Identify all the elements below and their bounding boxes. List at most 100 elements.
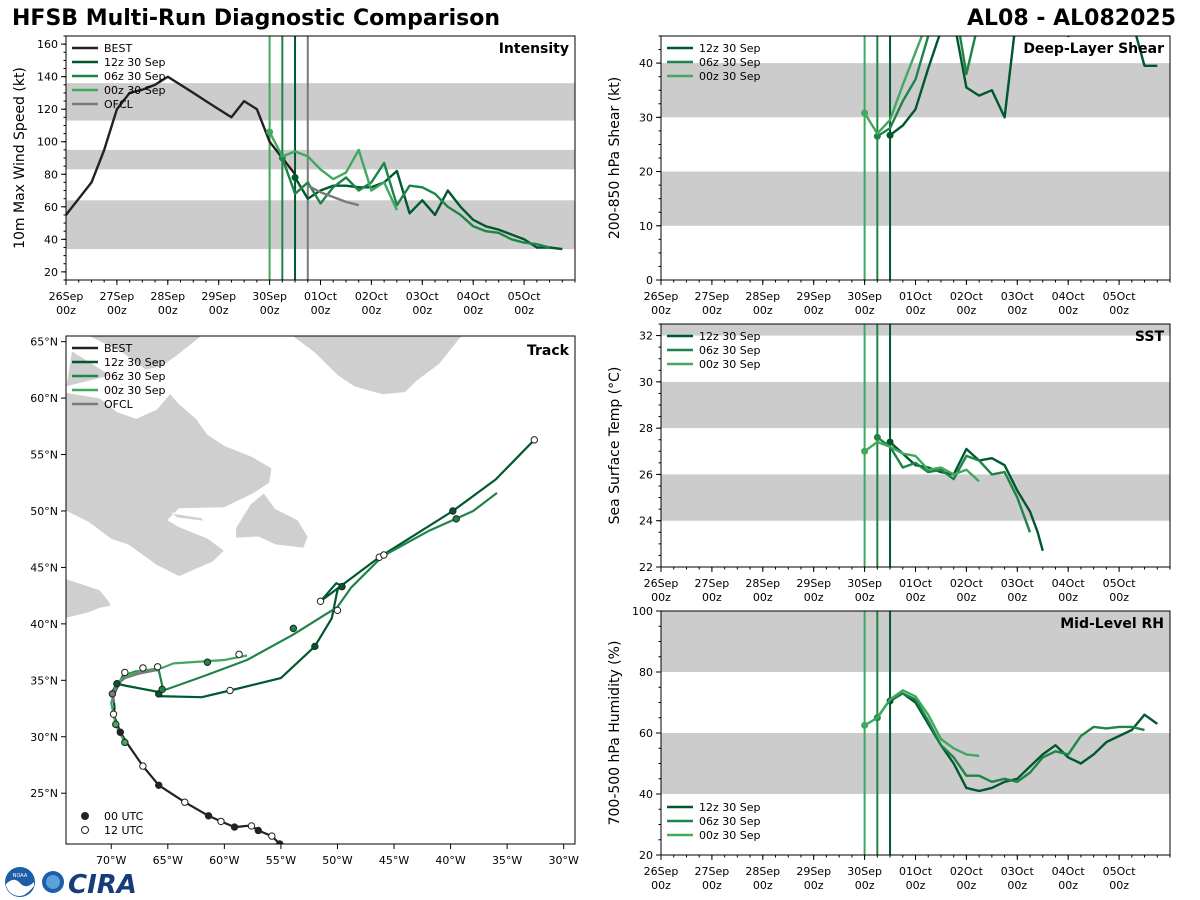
track-marker-best	[268, 832, 276, 840]
x-tick-label: 00z	[957, 591, 977, 604]
track-marker-run00	[121, 738, 129, 747]
y-axis-label: 700-500 hPa Humidity (%)	[607, 641, 623, 826]
init-point-run06	[873, 132, 881, 140]
init-point-run12	[886, 438, 894, 446]
lat-tick-label: 25°N	[30, 787, 58, 800]
lon-tick-label: 50°W	[322, 854, 352, 867]
y-tick-label: 28	[639, 422, 653, 435]
track-marker-best	[181, 798, 189, 806]
legend-label: 00z 30 Sep	[104, 384, 166, 397]
y-axis-label: 200-850 hPa Shear (kt)	[607, 77, 623, 239]
x-tick-label: 04Oct	[457, 290, 491, 303]
init-point-run12	[886, 131, 894, 139]
y-tick-label: 160	[37, 38, 58, 51]
x-tick-label: 26Sep	[644, 865, 679, 878]
x-tick-label: 05Oct	[1103, 577, 1137, 590]
track-marker-run06	[203, 658, 212, 666]
x-tick-label: 00z	[906, 304, 926, 317]
x-tick-label: 00z	[702, 591, 722, 604]
lon-tick-label: 35°W	[492, 854, 522, 867]
lat-tick-label: 30°N	[30, 731, 58, 744]
x-tick-label: 28Sep	[745, 290, 780, 303]
x-tick-label: 00z	[702, 304, 722, 317]
x-tick-label: 00z	[804, 591, 824, 604]
track-marker-run06	[158, 685, 166, 694]
shaded-band	[66, 149, 575, 170]
legend-marker-00utc	[81, 812, 89, 820]
track-marker-ofcl	[108, 690, 117, 698]
series-run12	[294, 169, 563, 251]
noaa-text: NOAA	[13, 873, 28, 879]
x-tick-label: 00z	[412, 304, 432, 317]
legend-label: OFCL	[104, 398, 134, 411]
track-marker-best	[230, 823, 239, 831]
lat-tick-label: 40°N	[30, 618, 58, 631]
x-tick-label: 05Oct	[1103, 865, 1137, 878]
shaded-band	[661, 733, 1170, 794]
plot-frame	[65, 335, 576, 845]
x-tick-label: 00z	[362, 304, 382, 317]
x-tick-label: 00z	[1007, 304, 1027, 317]
legend-label: 12 UTC	[104, 824, 144, 837]
x-tick-label: 00z	[855, 591, 875, 604]
legend-label: 00z 30 Sep	[699, 358, 761, 371]
y-tick-label: 26	[639, 468, 653, 481]
x-tick-label: 00z	[514, 304, 534, 317]
x-tick-label: 00z	[1109, 591, 1129, 604]
track-marker-run12	[338, 582, 346, 591]
y-tick-label: 40	[639, 57, 653, 70]
legend-label: 00z 30 Sep	[104, 84, 166, 97]
x-tick-label: 00z	[906, 591, 926, 604]
shaded-band	[661, 474, 1170, 521]
series-ofcl	[307, 184, 360, 207]
sst-panel: 22242628303226Sep00z27Sep00z28Sep00z29Se…	[607, 323, 1171, 604]
lon-tick-label: 70°W	[96, 854, 126, 867]
x-tick-label: 04Oct	[1052, 290, 1086, 303]
shaded-band	[661, 324, 1170, 336]
legend-label: 06z 30 Sep	[104, 70, 166, 83]
track-marker-run06	[452, 515, 460, 523]
lat-tick-label: 65°N	[30, 336, 58, 349]
legend-label: 12z 30 Sep	[699, 42, 761, 55]
track-marker-best	[254, 826, 262, 835]
x-tick-label: 03Oct	[1001, 577, 1035, 590]
land-mass	[291, 336, 463, 396]
y-tick-label: 22	[639, 561, 653, 574]
x-tick-label: 27Sep	[100, 290, 135, 303]
track-marker-best	[139, 762, 147, 770]
land-mass	[235, 492, 309, 549]
x-tick-label: 00z	[651, 879, 671, 892]
track-marker-run12	[449, 507, 457, 515]
x-tick-label: 01Oct	[304, 290, 338, 303]
legend-label: OFCL	[104, 98, 134, 111]
x-tick-label: 29Sep	[796, 865, 831, 878]
track-marker-run00	[235, 650, 243, 659]
lat-tick-label: 60°N	[30, 392, 58, 405]
shaded-band	[66, 200, 575, 250]
x-tick-label: 28Sep	[745, 577, 780, 590]
track-marker-best	[109, 710, 118, 718]
x-tick-label: 00z	[753, 304, 773, 317]
panel-title: Intensity	[499, 41, 569, 57]
x-tick-label: 00z	[651, 591, 671, 604]
x-tick-label: 26Sep	[644, 577, 679, 590]
x-tick-label: 00z	[855, 304, 875, 317]
x-tick-label: 02Oct	[950, 577, 984, 590]
panel-title: Track	[527, 343, 570, 359]
x-tick-label: 00z	[260, 304, 280, 317]
x-tick-label: 00z	[311, 304, 331, 317]
legend-label: 12z 30 Sep	[104, 356, 166, 369]
legend-label: 06z 30 Sep	[699, 815, 761, 828]
y-tick-label: 80	[639, 666, 653, 679]
page-title: HFSB Multi-Run Diagnostic Comparison	[12, 6, 500, 31]
x-tick-label: 00z	[957, 879, 977, 892]
y-tick-label: 20	[639, 849, 653, 862]
land-mass	[88, 336, 203, 371]
x-tick-label: 00z	[753, 879, 773, 892]
track-marker-best	[204, 812, 213, 820]
init-point-run00	[861, 447, 869, 455]
track-marker-run06	[316, 597, 325, 605]
legend-label: 00z 30 Sep	[699, 70, 761, 83]
x-tick-label: 01Oct	[899, 290, 933, 303]
